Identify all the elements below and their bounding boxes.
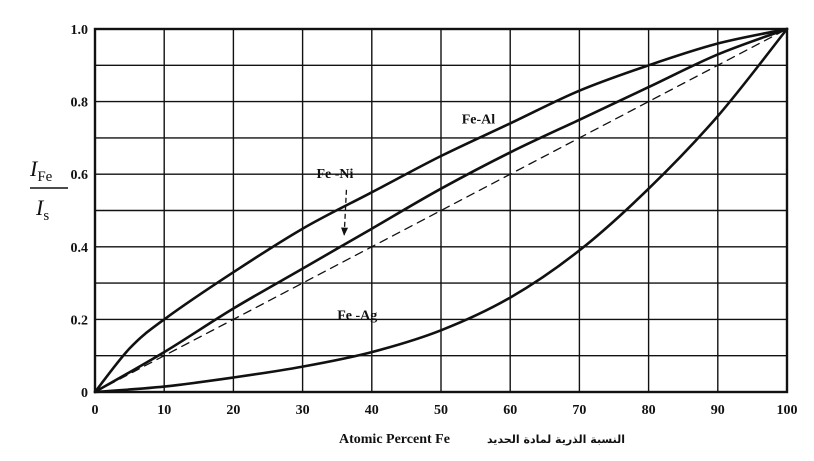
annotation-arrow-head-1 — [341, 227, 349, 236]
x-tick-label-9: 90 — [711, 403, 725, 418]
x-tick-label-1: 10 — [157, 403, 171, 418]
x-axis-label: Atomic Percent Fe — [339, 432, 450, 447]
y-tick-label-1: 0.2 — [71, 313, 89, 328]
x-tick-label-6: 60 — [503, 403, 517, 418]
series-fe-ag — [93, 27, 789, 394]
y-tick-label-3: 0.6 — [71, 168, 89, 183]
x-axis-label-arabic: النسبة الذرية لمادة الحديد — [487, 433, 625, 446]
y-label-numerator: IFe — [29, 156, 53, 185]
y-axis-label: IFe Is — [29, 156, 68, 224]
x-tick-label-7: 70 — [572, 403, 586, 418]
annotation-fe-ni: Fe -Ni — [316, 167, 353, 182]
plot-frame — [93, 27, 789, 394]
y-label-denominator: Is — [35, 195, 49, 224]
y-tick-label-0: 0 — [81, 386, 88, 401]
x-tick-label-3: 30 — [296, 403, 310, 418]
x-tick-label-0: 0 — [92, 403, 99, 418]
annotation-fe-al: Fe-Al — [462, 112, 496, 127]
grid — [93, 27, 789, 394]
x-tick-label-4: 40 — [365, 403, 379, 418]
y-tick-label-5: 1.0 — [71, 23, 89, 38]
x-tick-label-2: 20 — [226, 403, 240, 418]
x-tick-label-5: 50 — [434, 403, 448, 418]
x-tick-label-8: 80 — [642, 403, 656, 418]
annotations: Fe-Al Fe -Ni Fe -Ag — [316, 112, 495, 323]
series-fe-al — [93, 27, 789, 394]
y-tick-labels: 0 0.2 0.4 0.6 0.8 1.0 — [71, 23, 89, 401]
curves — [93, 27, 789, 394]
x-tick-label-10: 100 — [777, 403, 798, 418]
series-reference-dashed — [94, 28, 788, 393]
y-tick-label-2: 0.4 — [71, 241, 89, 256]
series-fe-ni — [93, 27, 789, 394]
y-tick-label-4: 0.8 — [71, 96, 89, 111]
annotation-fe-ag: Fe -Ag — [337, 308, 377, 323]
x-tick-labels: 0 10 20 30 40 50 60 70 80 90 100 — [92, 403, 798, 418]
